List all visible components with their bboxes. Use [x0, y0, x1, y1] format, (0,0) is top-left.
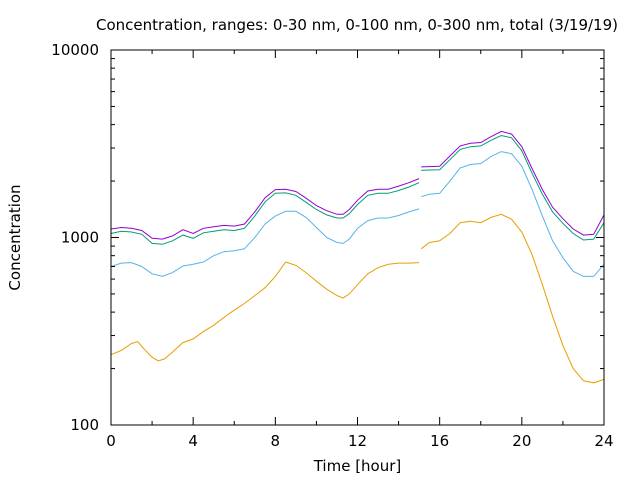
- plot-frame: [110, 49, 605, 426]
- y-axis-label: Concentration: [6, 184, 24, 290]
- x-tick-label: 12: [348, 432, 367, 450]
- series-line-4: [110, 130, 605, 240]
- x-tick-label: 24: [594, 432, 613, 450]
- x-tick-labels: 0 4 8 12 16 20 24: [106, 432, 613, 450]
- series-line-1: [110, 213, 605, 384]
- x-tick-label: 4: [188, 432, 198, 450]
- series-line-3: [110, 134, 605, 245]
- x-axis-label: Time [hour]: [313, 457, 402, 475]
- x-tick-label: 16: [430, 432, 449, 450]
- y-tick-label: 100: [70, 416, 99, 434]
- plot-series: [110, 130, 605, 384]
- chart-title: Concentration, ranges: 0-30 nm, 0-100 nm…: [96, 16, 618, 34]
- y-tick-label: 10000: [51, 41, 99, 59]
- x-tick-label: 0: [106, 432, 116, 450]
- x-tick-label: 8: [271, 432, 281, 450]
- series-line-2: [110, 151, 605, 277]
- y-tick-label: 1000: [61, 229, 99, 247]
- y-tick-labels: 100 1000 10000: [51, 41, 99, 434]
- axis-ticks: [110, 49, 605, 426]
- x-tick-label: 20: [512, 432, 531, 450]
